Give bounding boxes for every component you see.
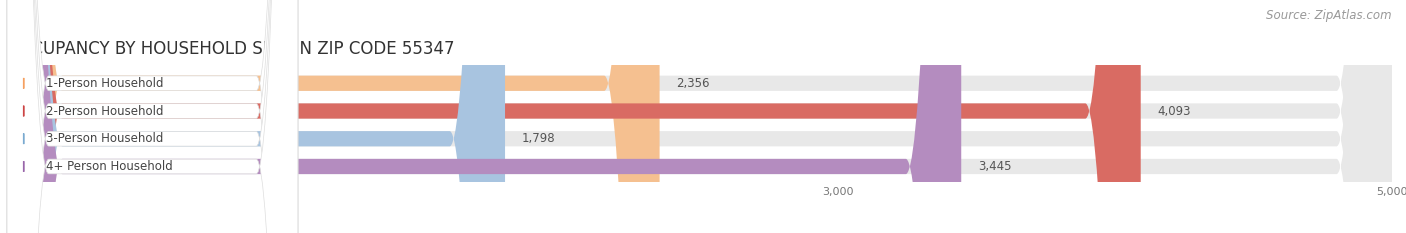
FancyBboxPatch shape: [7, 0, 298, 233]
FancyBboxPatch shape: [7, 0, 1392, 233]
FancyBboxPatch shape: [7, 0, 659, 233]
Text: 1-Person Household: 1-Person Household: [46, 77, 163, 90]
FancyBboxPatch shape: [7, 0, 298, 233]
FancyBboxPatch shape: [7, 0, 1140, 233]
Text: Source: ZipAtlas.com: Source: ZipAtlas.com: [1267, 9, 1392, 22]
Text: 4,093: 4,093: [1157, 105, 1191, 117]
Text: 2,356: 2,356: [676, 77, 710, 90]
Text: 3,445: 3,445: [977, 160, 1011, 173]
Text: 1,798: 1,798: [522, 132, 555, 145]
Text: OCCUPANCY BY HOUSEHOLD SIZE IN ZIP CODE 55347: OCCUPANCY BY HOUSEHOLD SIZE IN ZIP CODE …: [7, 40, 454, 58]
FancyBboxPatch shape: [7, 0, 1392, 233]
FancyBboxPatch shape: [7, 0, 962, 233]
Text: 4+ Person Household: 4+ Person Household: [46, 160, 173, 173]
FancyBboxPatch shape: [7, 0, 298, 233]
Text: 2-Person Household: 2-Person Household: [46, 105, 163, 117]
FancyBboxPatch shape: [7, 0, 1392, 233]
FancyBboxPatch shape: [7, 0, 505, 233]
FancyBboxPatch shape: [7, 0, 298, 233]
Text: 3-Person Household: 3-Person Household: [46, 132, 163, 145]
FancyBboxPatch shape: [7, 0, 1392, 233]
